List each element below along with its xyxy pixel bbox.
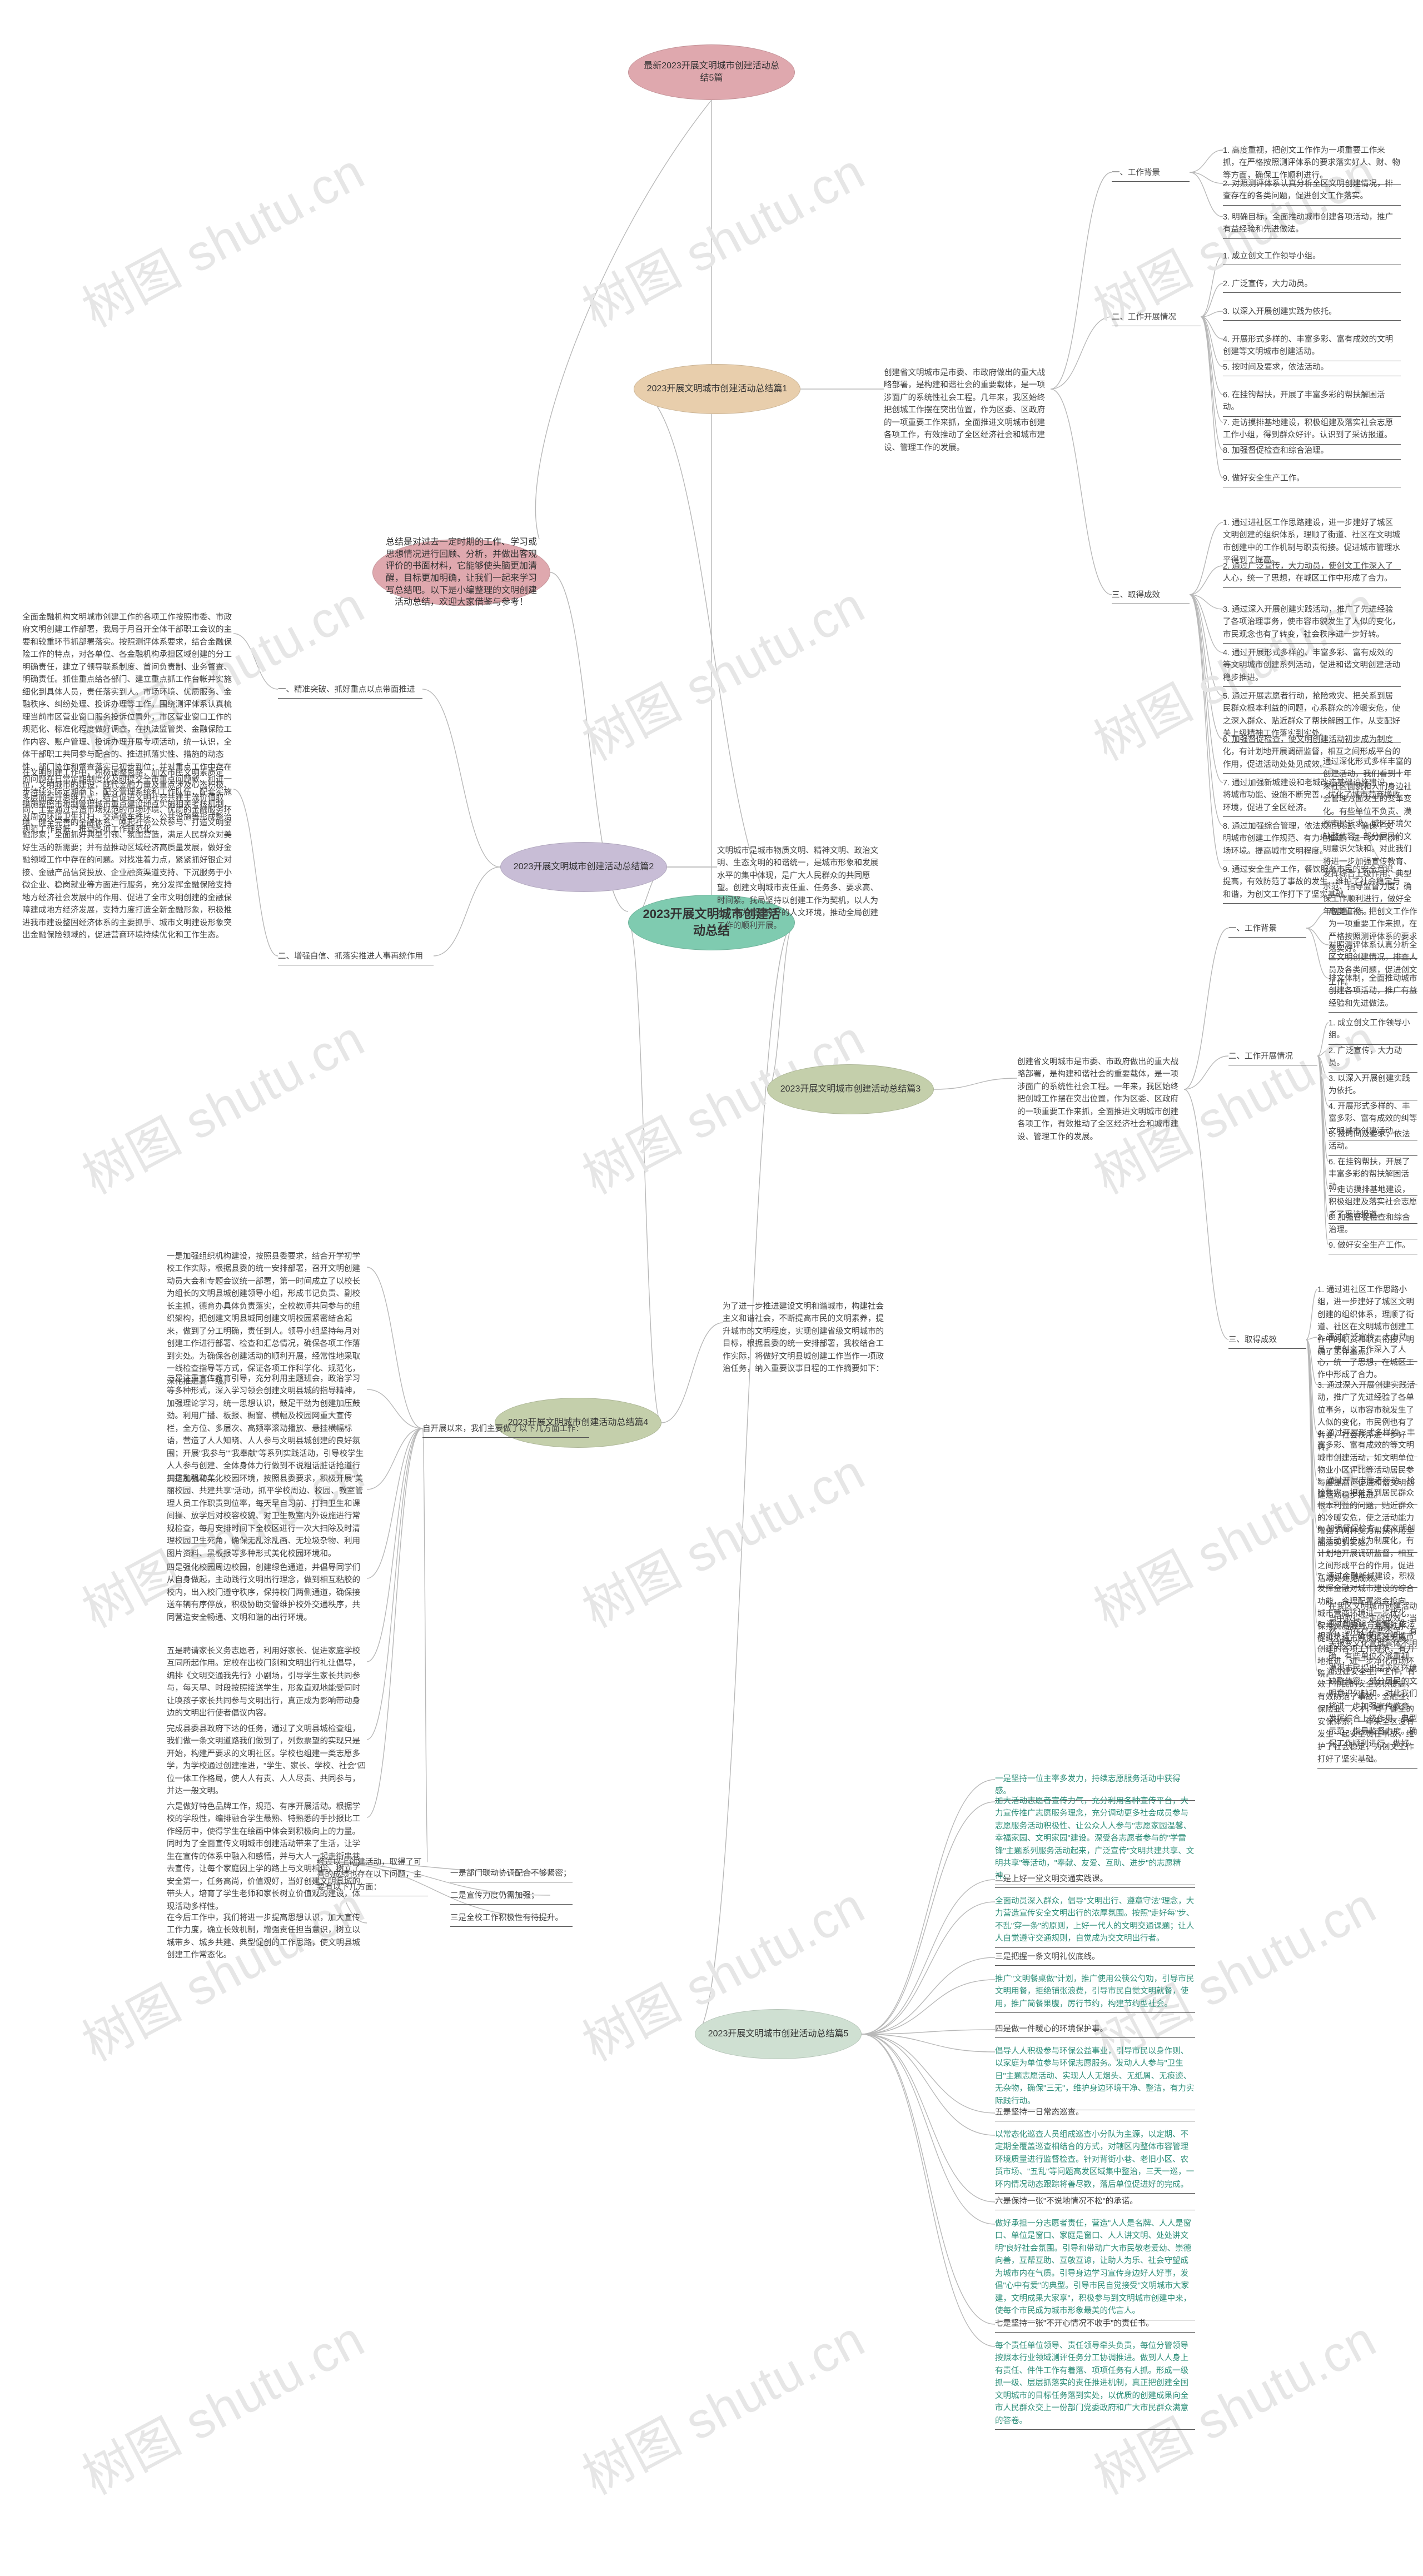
text-node: 2. 通过广泛宣传，大力动员，使创文工作深入了人心，统一了思想，在城区工作中形成… xyxy=(1317,1332,1417,1384)
text-node: 7. 走访摸排基地建设，积极组建及落实社会志愿工作小组，得到群众好评。认识到了采… xyxy=(1223,417,1401,445)
watermark: 树图 shutu.cn xyxy=(568,1432,875,1641)
big-para: 五是聘请家长义务志愿者，利用好家长、促进家庭学校互同所起作用。定校在出校门刻和文… xyxy=(167,1645,367,1720)
text-node: 三是全校工作积极性有待提升。 xyxy=(450,1912,573,1927)
big-para: 四是强化校园周边校园，创建绿色通道，并倡导同学们从自身做起，主动践行文明出行理念… xyxy=(167,1562,367,1624)
section-heading: 二、增强自信、抓落实推进人事再统作用 xyxy=(278,950,434,965)
section-intro: 创建省文明城市是市委、市政府做出的重大战略部署，是构建和谐社会的重要载体，是一项… xyxy=(884,367,1051,454)
text-node: 倡导人人积极参与环保公益事业，引导市民以身作则、以家庭为单位参与环保志愿服务。发… xyxy=(995,2045,1195,2110)
text-node: 4. 开展形式多样的、丰富多彩、富有成效的文明创建等文明城市创建活动。 xyxy=(1223,333,1401,361)
text-node: 全面动员深入群众，倡导"文明出行、遵章守法"理念，大力营造宣传安全文明出行的浓厚… xyxy=(995,1895,1195,1948)
watermark: 树图 shutu.cn xyxy=(68,132,375,341)
text-node: 排文体制，全面推动城市创建各项活动，推广有益经验和先进做法。 xyxy=(1329,973,1417,1013)
section-heading: 三、取得成效 xyxy=(1228,1334,1306,1349)
watermark: 树图 shutu.cn xyxy=(68,2299,375,2508)
long-note: 通过深化形式多样丰富的创建活动，我们看到十年来社区面貌和人们身边社会管理方面发生… xyxy=(1323,756,1417,918)
watermark: 树图 shutu.cn xyxy=(568,2299,875,2508)
intro-node: 总结是对过去一定时期的工作、学习或思想情况进行回顾、分析，并做出客观评价的书面材… xyxy=(372,539,550,606)
section-intro: 创建省文明城市是市委、市政府做出的重大战略部署，是构建和谐社会的重要载体，是一项… xyxy=(1017,1056,1184,1143)
big-para: 完成县委县政府下达的任务，通过了文明县城检查组，我们做一条文明道路我们做到了，列… xyxy=(167,1723,367,1798)
text-node: 3. 通过深入开展创建实践活动，推广了先进经验了各项治理事务，使市容市貌发生了人… xyxy=(1223,604,1401,644)
top-title: 最新2023开展文明城市创建活动总结5篇 xyxy=(628,44,795,100)
text-node: 五是坚持一日常态巡查。 xyxy=(995,2106,1195,2121)
text-node: 经过以上创建活动，取得了可喜的成绩也存在以下问题，主要有以下几方面： xyxy=(317,1856,428,1896)
section-heading: 三、取得成效 xyxy=(1112,589,1190,604)
section-s5: 2023开展文明城市创建活动总结篇5 xyxy=(695,2009,862,2059)
section-heading: 二、工作开展情况 xyxy=(1228,1050,1317,1065)
watermark: 树图 shutu.cn xyxy=(568,132,875,341)
text-node: 二是上好一堂文明交通实践课。 xyxy=(995,1873,1195,1888)
section-s2: 2023开展文明城市创建活动总结篇2 xyxy=(500,842,667,892)
big-para: 三是加强和美化校园环境，按照县委要求，积极开展"美丽校园、共建共享"活动，抓平学… xyxy=(167,1473,367,1560)
text-node: 8. 加强督促检查和综合治理。 xyxy=(1223,445,1401,460)
text-node: 4. 通过开展形式多样的、丰富多彩、富有成效的等文明城市创建系列活动，促进和谐文… xyxy=(1223,647,1401,687)
watermark: 树图 shutu.cn xyxy=(68,999,375,1208)
text-node: 1. 成立创文工作领导小组。 xyxy=(1223,250,1401,265)
section-heading: 二、工作开展情况 xyxy=(1112,311,1201,326)
big-para: 在今后工作中，我们将进一步提高思想认识，加大宣传工作力度，确立长效机制，增强责任… xyxy=(167,1912,367,1962)
big-para: 在文明创建工作中，积极调整思路，加大市民文明素质定位，文明城市的建设，既代金融力… xyxy=(22,767,233,942)
watermark: 树图 shutu.cn xyxy=(568,565,875,774)
text-node: 2. 广泛宣传，大力动员。 xyxy=(1329,1045,1417,1073)
long-note: 在我区文明城市创建活动当中取得一定的成效。当然，尚在存在些不足。有关报变文化管理… xyxy=(1329,1601,1423,1751)
section-intro: 为了进一步推进建设文明和谐城市，构建社会主义和谐社会，不断提高市民的文明素养，提… xyxy=(723,1301,889,1376)
text-node: 二是宣传力度仍需加强； xyxy=(450,1890,573,1905)
text-node: 四是做一件暖心的环境保护事。 xyxy=(995,2023,1195,2038)
big-para: 二是注重宣传教育引导，充分利用主题班会，政治学习等多种形式，深入学习领会创建文明… xyxy=(167,1373,367,1485)
text-node: 3. 以深入开展创建实践为依托。 xyxy=(1329,1073,1417,1100)
section-heading: 一、工作背景 xyxy=(1112,167,1190,182)
text-node: 推广"文明餐桌做"计划，推广使用公筷公勺劝，引导市民文明用餐，拒绝铺张浪费，引导… xyxy=(995,1973,1195,2013)
text-node: 9. 做好安全生产工作。 xyxy=(1223,472,1401,487)
section-intro: 文明城市是城市物质文明、精神文明、政治文明、生态文明的和谐统一，是城市形象和发展… xyxy=(717,845,884,932)
section-s3: 2023开展文明城市创建活动总结篇3 xyxy=(767,1064,934,1114)
text-node: 1. 成立创文工作领导小组。 xyxy=(1329,1017,1417,1045)
text-node: 做好承担一分志愿者责任，营造"人人是名牌、人人是窗口、单位是窗口、家庭是窗口、人… xyxy=(995,2218,1195,2320)
text-node: 3. 明确目标，全面推动城市创建各项活动，推广有益经验和先进做法。 xyxy=(1223,211,1401,239)
text-node: 六是保持一张"不说地情况不松"的承诺。 xyxy=(995,2195,1195,2210)
text-node: 2. 对照测评体系认真分析全区文明创建情况，排查存在的各类问题，促进创文工作落实… xyxy=(1223,178,1401,206)
text-node: 3. 以深入开展创建实践为依托。 xyxy=(1223,306,1401,321)
section-heading: 一、精准突破、抓好重点以点带面推进 xyxy=(278,684,422,699)
text-node: 以常态化巡查人员组成巡查小分队为主源，以定期、不定期全覆盖巡查相结合的方式，对辖… xyxy=(995,2129,1195,2194)
text-node: 5. 按时间及要求，依法活动。 xyxy=(1329,1128,1417,1156)
text-node: 每个责任单位领导、责任领导牵头负责，每位分管领导按照本行业领域测评任务分工协调推… xyxy=(995,2340,1195,2430)
text-node: 加大活动志愿者宣传力气，充分利用各种宣传平台，大力宣传推广志愿服务理念，充分调动… xyxy=(995,1795,1195,1885)
text-node: 2. 通过广泛宣传，大力动员，使创文工作深入了人心，统一了思想，在城区工作中形成… xyxy=(1223,560,1401,588)
text-node: 9. 做好安全生产工作。 xyxy=(1329,1239,1417,1254)
text-node: 8. 加强督促检查和综合治理。 xyxy=(1329,1212,1417,1239)
text-node: 七是坚持一张"不开心情况不收手"的责任书。 xyxy=(995,2318,1195,2333)
section-heading: 一、工作背景 xyxy=(1228,923,1306,938)
section-s1: 2023开展文明城市创建活动总结篇1 xyxy=(634,364,800,414)
text-node: 三是把握一条文明礼仪底线。 xyxy=(995,1951,1195,1966)
text-node: 5. 按时间及要求，依法活动。 xyxy=(1223,361,1401,376)
text-node: 2. 广泛宣传，大力动员。 xyxy=(1223,278,1401,293)
section-heading: 自开展以来，我们主要做了以下几方面工作： xyxy=(422,1423,589,1438)
text-node: 一是部门联动协调配合不够紧密； xyxy=(450,1867,573,1882)
text-node: 6. 在挂钩帮扶，开展了丰富多彩的帮扶解困活动。 xyxy=(1223,389,1401,417)
big-para: 一是加强组织机构建设，按照县委要求，结合开学初学校工作实际，根据县委的统一安排部… xyxy=(167,1250,367,1388)
